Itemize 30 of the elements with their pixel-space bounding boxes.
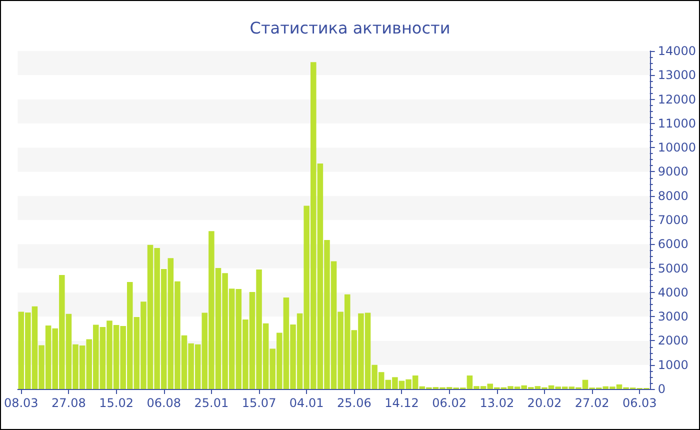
x-tick-label: 08.03 <box>4 396 38 410</box>
x-tick-label: 25.01 <box>194 396 229 410</box>
y-tick-label: 10000 <box>658 140 696 155</box>
x-tick-label: 14.12 <box>384 396 419 410</box>
x-tick-label: 04.01 <box>289 396 324 410</box>
y-tick-label: 5000 <box>658 261 688 276</box>
y-tick-label: 3000 <box>658 310 688 324</box>
chart-title: Статистика активности <box>250 18 450 38</box>
y-tick-label: 13000 <box>658 68 696 82</box>
y-tick-label: 11000 <box>658 116 696 130</box>
x-tick-label: 25.06 <box>336 396 372 410</box>
y-tick-label: 8000 <box>658 188 688 203</box>
x-tick-label: 15.02 <box>99 396 134 410</box>
y-tick-label: 4000 <box>658 285 688 300</box>
y-tick-label: 1000 <box>658 358 688 372</box>
y-tick-label: 0 <box>658 382 666 396</box>
x-tick-label: 20.02 <box>527 396 562 410</box>
y-tick-label: 7000 <box>658 213 688 227</box>
y-tick-label: 6000 <box>658 237 688 252</box>
y-tick-label: 9000 <box>658 164 688 179</box>
x-tick-label: 06.02 <box>432 396 467 410</box>
y-tick-label: 2000 <box>658 334 688 348</box>
x-tick-label: 06.03 <box>622 396 657 410</box>
x-tick-label: 06.08 <box>146 396 182 410</box>
x-tick-label: 27.08 <box>52 396 86 410</box>
y-tick-label: 12000 <box>658 92 696 106</box>
x-tick-label: 27.02 <box>574 396 610 410</box>
x-tick-label: 15.07 <box>242 396 276 410</box>
x-tick-label: 13.02 <box>480 396 514 410</box>
y-tick-label: 14000 <box>658 44 696 58</box>
